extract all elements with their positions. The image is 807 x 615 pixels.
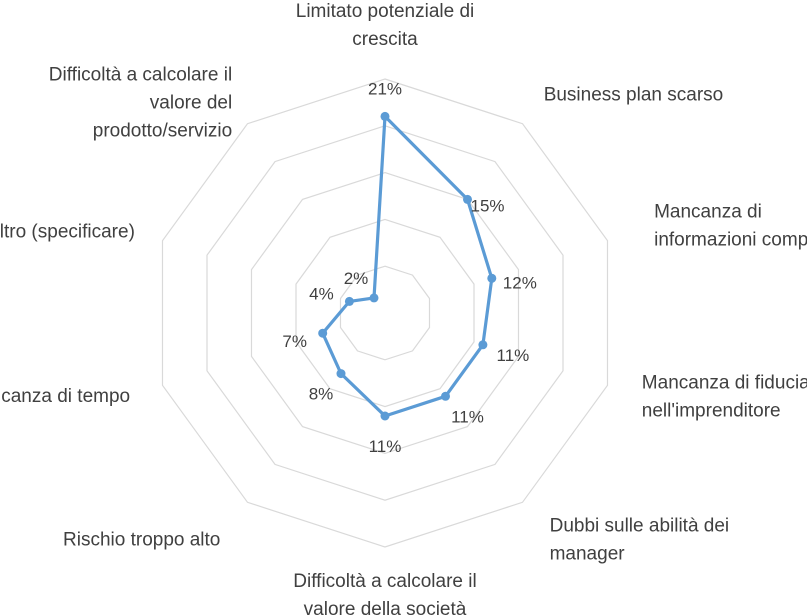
data-point-1: [463, 194, 472, 204]
data-label-5: 11%: [369, 437, 402, 456]
category-label-7: Mancanza di tempo: [0, 386, 130, 407]
grid-ring-4: [206, 125, 564, 501]
category-label-3: Mancanza di fiducia nell'imprenditore: [642, 372, 807, 421]
grid-ring-3: [250, 171, 520, 455]
data-label-0: 21%: [368, 79, 402, 98]
data-point-2: [487, 273, 497, 283]
category-label-5: Difficoltà a calcolare il valore della so…: [293, 571, 476, 615]
radar-series: [318, 111, 497, 421]
category-label-0: Limitato potenziale di crescita: [296, 1, 475, 50]
data-point-5: [380, 411, 390, 421]
data-label-9: 2%: [344, 269, 369, 288]
category-label-8: Altro (specificare): [0, 222, 135, 243]
radar-grid: [161, 78, 609, 548]
category-label-9: Difficoltà a calcolare il valore del prodo…: [49, 65, 232, 142]
data-point-0: [380, 111, 390, 121]
category-label-4: Dubbi sulle abilità dei manager: [550, 516, 730, 565]
series-line: [321, 114, 494, 418]
data-label-2: 12%: [503, 273, 537, 292]
data-label-6: 8%: [309, 385, 334, 404]
data-label-7: 7%: [282, 332, 307, 351]
grid-ring-5: [161, 78, 609, 548]
category-label-1: Business plan scarso: [544, 85, 724, 106]
data-point-4: [441, 391, 450, 401]
category-label-6: Rischio troppo alto: [63, 530, 220, 551]
data-point-3: [478, 340, 488, 350]
data-point-9: [369, 293, 379, 303]
data-point-7: [318, 328, 328, 338]
grid-ring-2: [295, 218, 475, 408]
data-point-6: [336, 369, 346, 379]
data-label-4: 11%: [451, 407, 484, 426]
data-point-8: [344, 296, 354, 306]
data-label-8: 4%: [309, 284, 334, 303]
grid-ring-1: [339, 265, 431, 361]
data-label-1: 15%: [470, 196, 504, 215]
data-labels: 21% 15% 12% 11% 11% 11% 8% 7% 4% 2%: [282, 79, 536, 456]
data-label-3: 11%: [497, 346, 530, 365]
